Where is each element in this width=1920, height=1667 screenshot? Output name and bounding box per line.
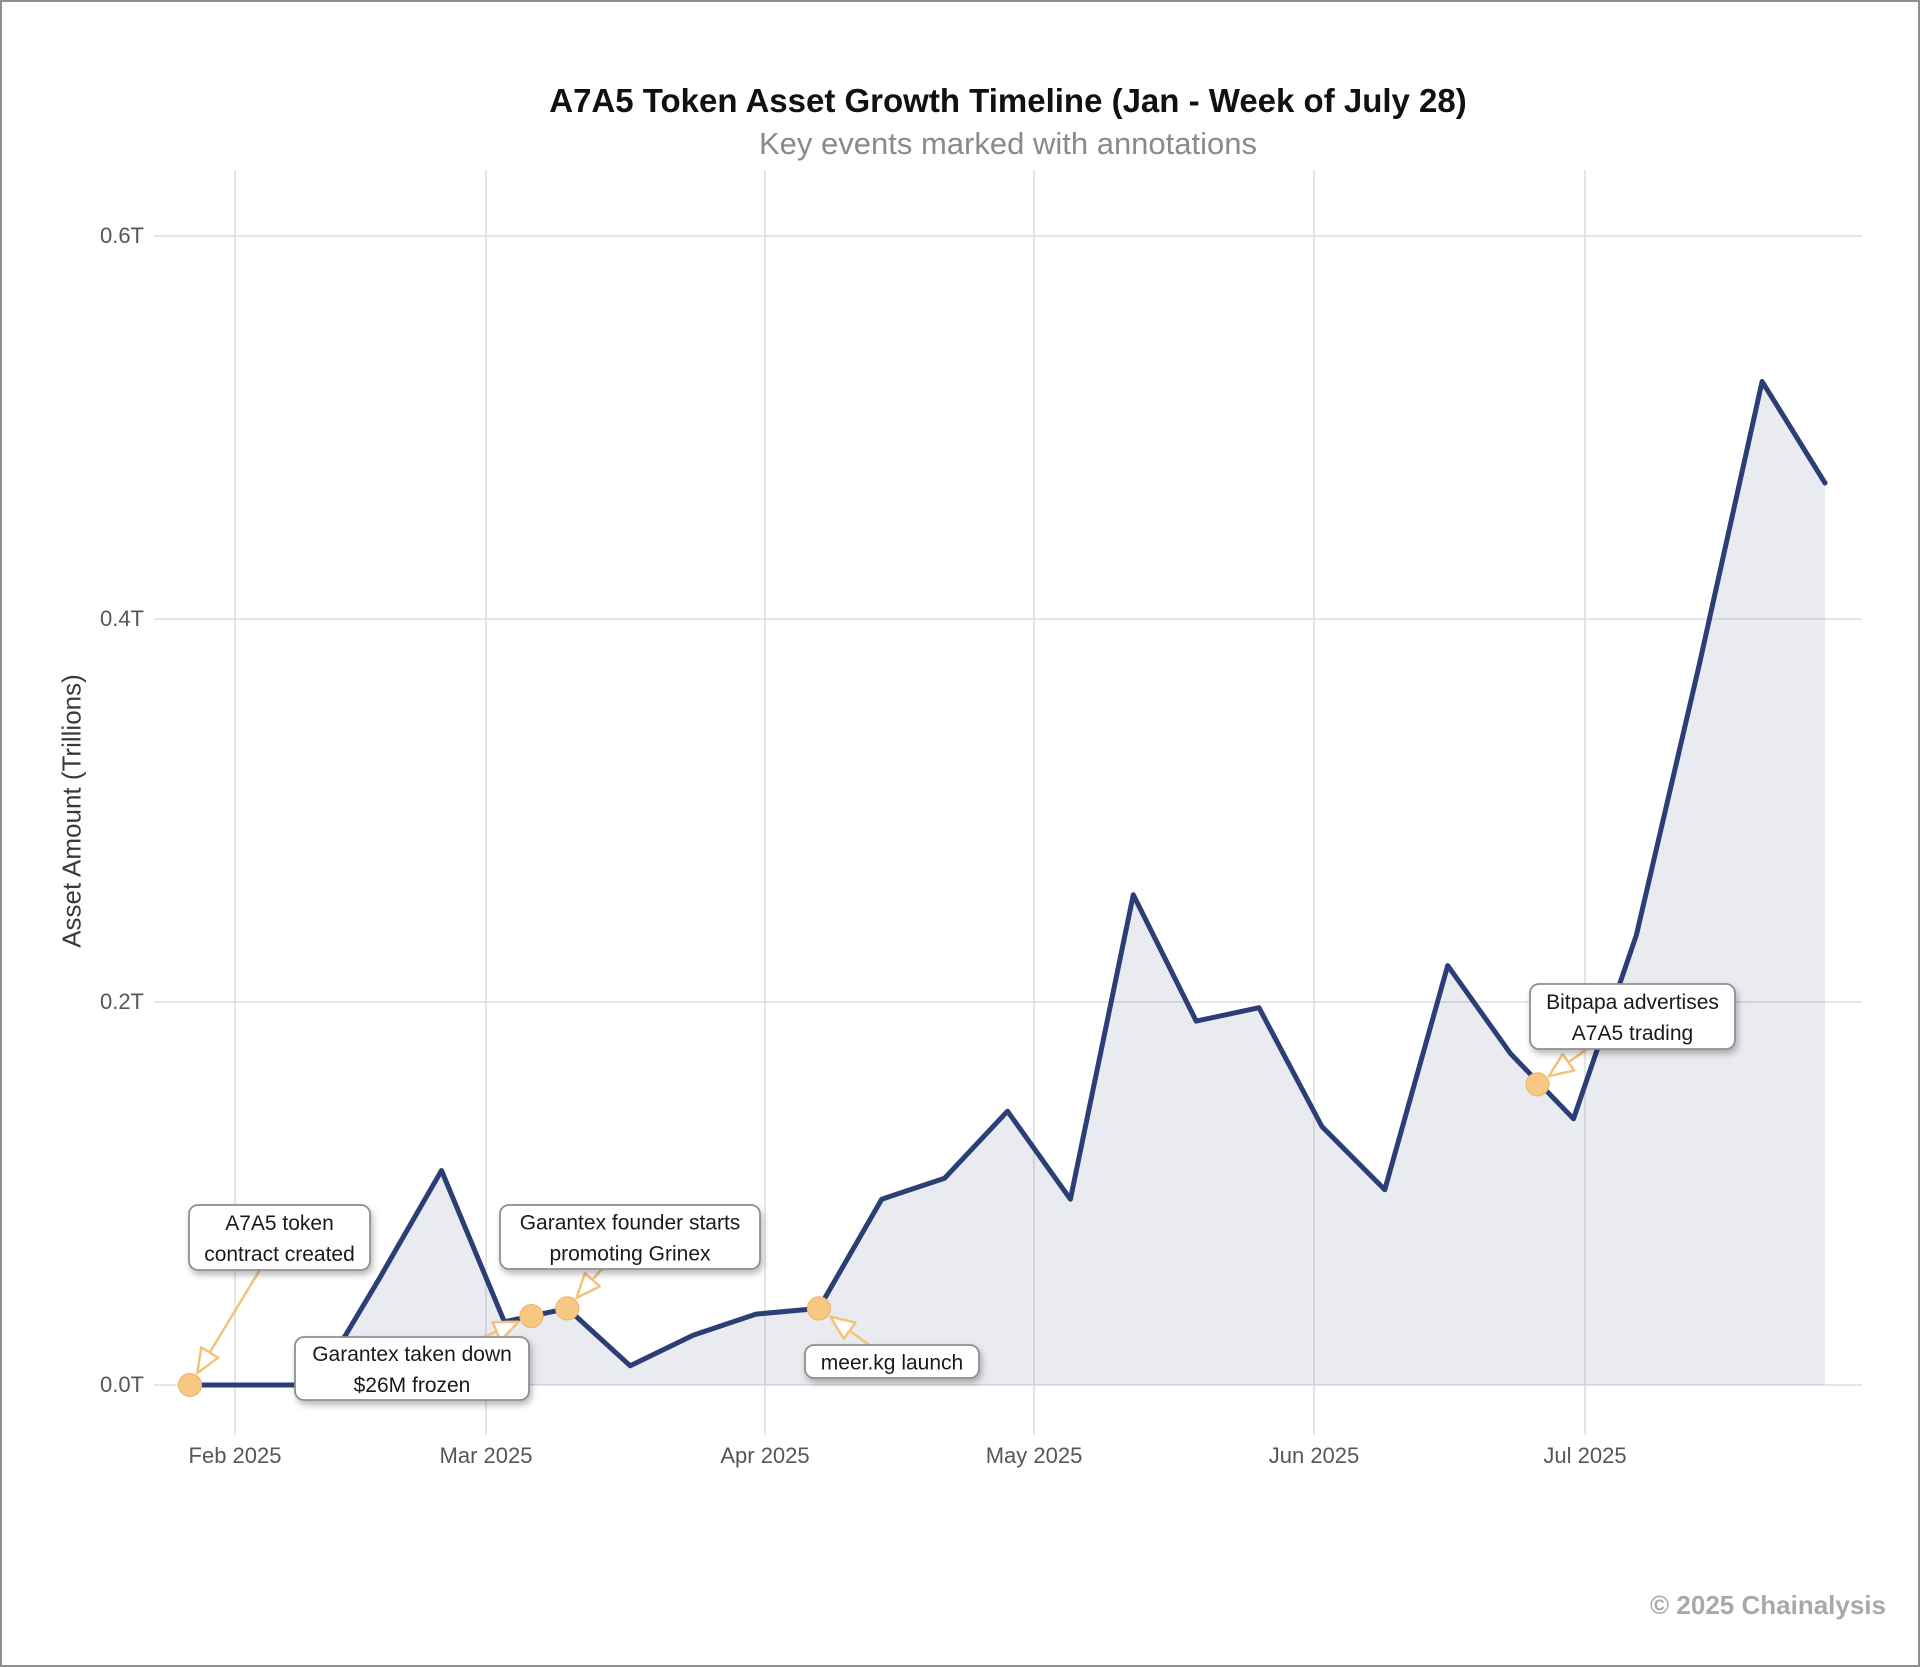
y-tick-label: 0.6T [100,223,144,248]
annotation-label: Garantex taken down [312,1343,512,1366]
annotation-label: A7A5 token [225,1212,334,1235]
annotation-label: Bitpapa advertises [1546,991,1719,1014]
y-tick-label: 0.4T [100,606,144,631]
annotation-box: meer.kg launch [804,1344,980,1379]
annotation-arrow [1547,1047,1588,1078]
x-tick-label: Jul 2025 [1543,1443,1626,1468]
x-tick-label: Apr 2025 [720,1443,809,1468]
annotation-label: promoting Grinex [549,1243,711,1266]
event-marker [519,1303,544,1329]
x-tick-label: Feb 2025 [189,1443,282,1468]
copyright-text: © 2025 Chainalysis [1650,1590,1886,1620]
trend-line [187,379,1828,1388]
y-tick-label: 0.0T [100,1372,144,1397]
y-axis-title: Asset Amount (Trillions) [56,674,87,948]
annotation-label: contract created [204,1243,355,1266]
x-tick-label: Jun 2025 [1269,1443,1360,1468]
annotation-label: A7A5 trading [1572,1022,1693,1045]
event-marker [555,1296,580,1321]
y-tick-label: 0.2T [100,989,144,1014]
chart-title: A7A5 Token Asset Growth Timeline (Jan - … [549,82,1467,119]
area-fill [190,381,1825,1385]
event-marker [806,1296,832,1321]
annotation-label: meer.kg launch [821,1352,963,1375]
annotation-box: Garantex taken down $26M frozen [294,1336,530,1401]
annotation-arrow [196,1269,261,1375]
annotation-arrow [483,1320,520,1342]
annotation-label: $26M frozen [354,1374,471,1397]
annotation-box: Garantex founder starts promoting Grinex [499,1204,761,1270]
x-tick-label: Mar 2025 [440,1443,533,1468]
event-marker [177,1372,203,1398]
annotation-box: Bitpapa advertises A7A5 trading [1529,983,1736,1050]
x-tick-label: May 2025 [986,1443,1083,1468]
annotation-box: A7A5 token contract created [188,1204,371,1271]
annotation-label: Garantex founder starts [520,1212,741,1235]
annotation-arrow [575,1268,603,1300]
event-marker [1525,1072,1550,1097]
chart-subtitle: Key events marked with annotations [759,126,1257,161]
annotation-arrow [828,1315,871,1347]
